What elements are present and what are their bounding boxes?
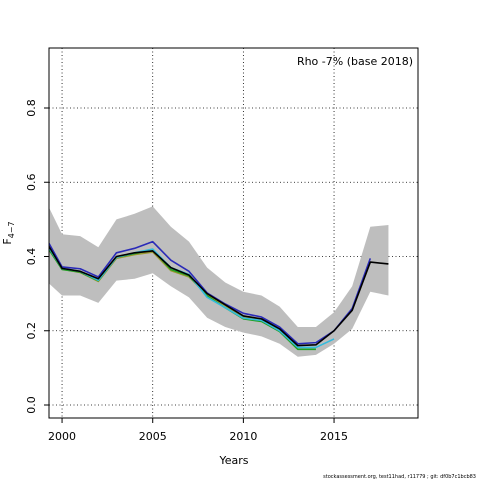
- y-tick-label: 0.6: [25, 173, 38, 191]
- plot-frame: [48, 47, 419, 419]
- x-tick-label: 2000: [48, 430, 76, 443]
- footer: stockassessment.org, test11had, r11779 ;…: [323, 474, 476, 480]
- y-tick-label: 0.0: [25, 396, 38, 414]
- y-tick-label: 0.2: [25, 322, 38, 340]
- y-axis-label: F4−7: [1, 221, 16, 244]
- x-axis-label: Years: [218, 454, 248, 467]
- y-label-main: F: [1, 238, 14, 244]
- plot-area: [49, 48, 418, 418]
- confidence-band: [49, 206, 389, 357]
- x-tick-label: 2015: [320, 430, 348, 443]
- x-tick-label: 2010: [229, 430, 257, 443]
- y-label-sub: 4−7: [7, 221, 16, 238]
- y-tick-label: 0.4: [25, 248, 38, 266]
- series-line: [49, 244, 389, 347]
- y-axis-label-text: F4−7: [1, 221, 16, 244]
- y-tick-label: 0.8: [25, 99, 38, 117]
- annotation: Rho -7% (base 2018): [297, 55, 413, 68]
- x-tick-label: 2005: [139, 430, 167, 443]
